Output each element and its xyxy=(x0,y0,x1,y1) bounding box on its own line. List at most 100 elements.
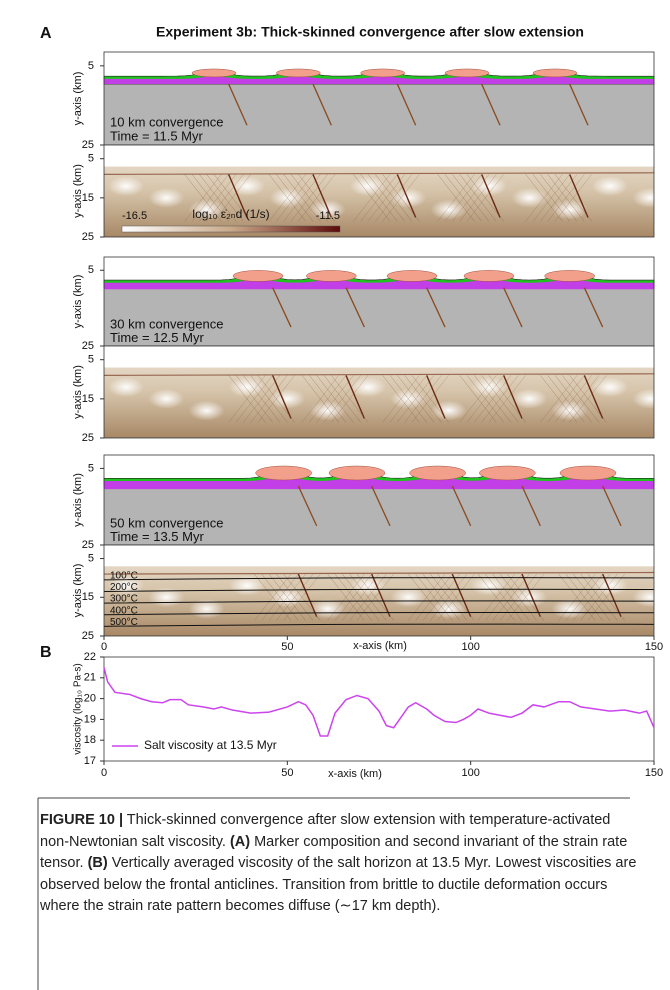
shear-band xyxy=(554,174,592,222)
shear-band xyxy=(488,375,526,423)
caption-label: FIGURE 10 | xyxy=(40,812,124,828)
shear-band xyxy=(257,375,295,423)
basement xyxy=(104,287,654,346)
shear-band xyxy=(540,174,578,222)
low-strain xyxy=(390,587,427,608)
sky xyxy=(104,346,654,368)
y-tick-label: 25 xyxy=(82,139,94,151)
shear-band xyxy=(360,174,398,222)
shear-band xyxy=(257,375,295,423)
low-strain xyxy=(309,400,346,421)
caption: FIGURE 10 | Thick-skinned convergence af… xyxy=(40,810,640,918)
shear-band xyxy=(283,174,321,222)
shear-band xyxy=(235,375,273,423)
fault xyxy=(503,287,523,328)
low-strain xyxy=(632,187,669,208)
shear-band xyxy=(206,174,244,222)
shear-band xyxy=(309,375,347,423)
shear-band xyxy=(191,174,229,222)
anticline-core xyxy=(386,270,438,282)
y-axis-label: y-axis (km) xyxy=(72,275,84,329)
y-tick-label: 20 xyxy=(84,693,96,705)
y-axis-label: y-axis (km) xyxy=(72,164,84,218)
shear-band xyxy=(243,375,281,423)
y-tick-label: 25 xyxy=(82,630,94,642)
shear-band xyxy=(276,174,314,222)
fault xyxy=(371,573,391,617)
shear-band xyxy=(525,174,563,222)
shear-band xyxy=(250,375,288,423)
panel-frame xyxy=(103,144,655,238)
shear-band xyxy=(466,375,504,423)
anticline-core xyxy=(409,465,466,481)
isotherm-label: 200°C xyxy=(110,582,138,593)
anticline-core xyxy=(328,465,386,481)
shear-band xyxy=(375,174,413,222)
shear-band xyxy=(474,375,512,423)
data-line xyxy=(103,667,655,737)
low-strain xyxy=(592,176,628,197)
shear-band xyxy=(290,174,328,222)
y-tick-label: 17 xyxy=(84,755,96,767)
isotherm xyxy=(103,600,655,604)
low-strain xyxy=(229,176,265,197)
y-tick-label: 22 xyxy=(84,651,96,663)
shear-band xyxy=(554,174,592,222)
shear-band xyxy=(404,375,442,423)
fault xyxy=(297,485,318,527)
anticline-core xyxy=(360,68,405,78)
figure: A Experiment 3b: Thick-skinned convergen… xyxy=(40,24,669,780)
shear-band xyxy=(547,174,585,222)
shear-band xyxy=(540,375,578,423)
shear-band xyxy=(206,174,244,222)
fault xyxy=(312,174,332,218)
y-tick-label: 5 xyxy=(88,60,94,72)
x-axis-label: x-axis (km) xyxy=(353,640,407,652)
y-axis-label: y-axis (km) xyxy=(72,473,84,527)
shear-band xyxy=(276,174,314,222)
shear-band xyxy=(547,174,585,222)
caption-text: (B) xyxy=(87,855,108,871)
shear-band xyxy=(532,174,570,222)
shear-band xyxy=(488,375,526,423)
isotherm xyxy=(103,588,655,592)
shear-band xyxy=(389,375,427,423)
shear-band xyxy=(562,375,600,423)
low-strain xyxy=(350,575,386,596)
y-tick-label: 15 xyxy=(82,393,94,405)
anticline-core xyxy=(306,270,357,282)
anticline-core xyxy=(532,68,578,78)
y-tick-label: 5 xyxy=(88,153,94,165)
isotherm xyxy=(103,623,655,627)
low-strain xyxy=(511,388,548,409)
low-strain xyxy=(430,199,467,220)
shear-band xyxy=(301,375,339,423)
shear-band xyxy=(191,174,229,222)
shear-band xyxy=(411,375,449,423)
anticline-core xyxy=(559,465,617,481)
caption-text: (A) xyxy=(229,833,251,850)
anticline-core xyxy=(191,68,237,78)
low-strain xyxy=(390,187,427,208)
shear-band xyxy=(466,174,504,222)
x-tick-label: 150 xyxy=(645,641,663,653)
shear-band xyxy=(360,174,398,222)
colorbar-max: -11.5 xyxy=(316,210,340,222)
shear-band xyxy=(323,375,361,423)
low-strain xyxy=(511,187,548,208)
shear-band xyxy=(466,174,504,222)
fault xyxy=(569,174,589,218)
shear-band xyxy=(367,174,405,222)
salt xyxy=(104,279,654,290)
fault xyxy=(297,573,318,617)
strain-panel: -16.5 -11.5 log₁₀ ε̇₂ₙd (1/s) xyxy=(103,144,669,238)
x-tick-label: 0 xyxy=(101,641,107,653)
anticline-core xyxy=(544,270,595,282)
shear-band xyxy=(309,375,347,423)
low-strain xyxy=(632,587,669,608)
colorbar-label: log₁₀ ε̇₂ₙd (1/s) xyxy=(192,207,269,221)
shear-band xyxy=(397,375,435,423)
x-tick-label: 0 xyxy=(101,767,107,779)
shear-band xyxy=(389,375,427,423)
